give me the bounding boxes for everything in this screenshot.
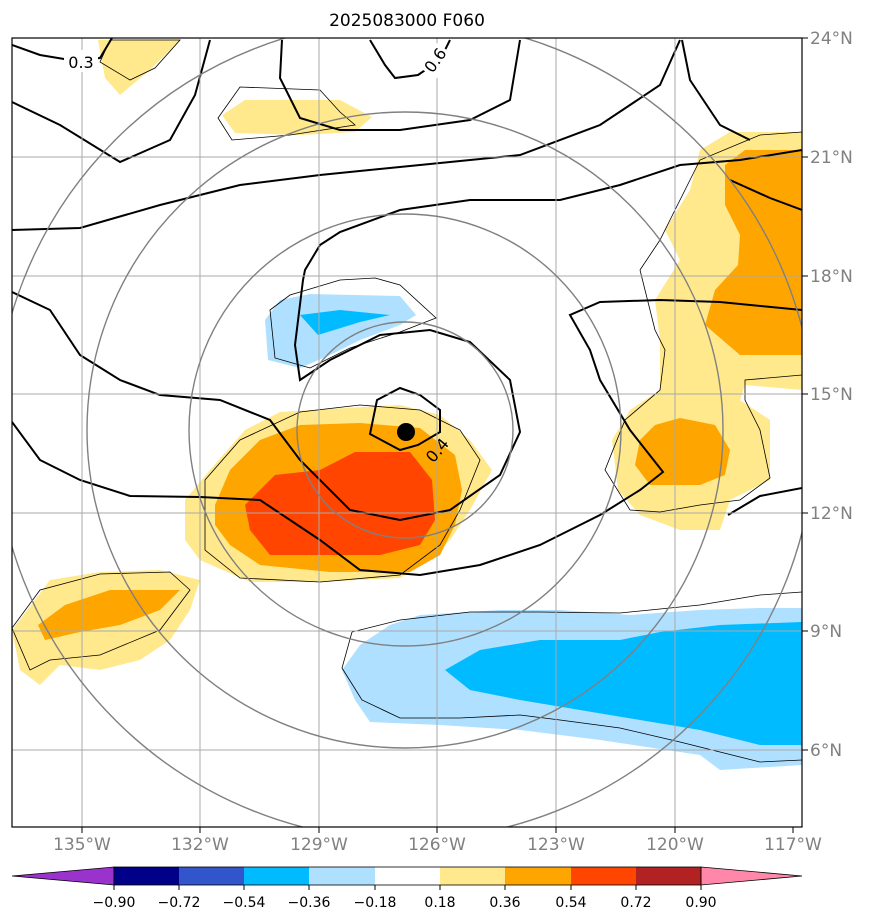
colorbar-tick-5: −0.18 bbox=[354, 895, 397, 911]
lat-lon-grid bbox=[12, 38, 802, 827]
longitude-axis: 135°W 132°W 129°W 126°W 123°W 120°W 117°… bbox=[53, 827, 822, 855]
colorbar-extend-low bbox=[11, 866, 115, 886]
lon-label-129w: 129°W bbox=[290, 835, 348, 855]
storm-center-marker bbox=[397, 423, 415, 441]
lat-label-12n: 12°N bbox=[810, 504, 853, 524]
colorbar-bin-8 bbox=[571, 867, 636, 885]
lon-label-117w: 117°W bbox=[764, 835, 822, 855]
colorbar-tick-9: 0.72 bbox=[620, 895, 651, 911]
colorbar-bin-3 bbox=[244, 867, 309, 885]
lat-label-9n: 9°N bbox=[810, 622, 842, 642]
range-rings bbox=[12, 38, 802, 827]
lat-label-24n: 24°N bbox=[810, 29, 853, 49]
thick-contours bbox=[12, 38, 802, 577]
latitude-axis: 6°N 9°N 12°N 15°N 18°N 21°N 24°N bbox=[802, 29, 853, 761]
lat-label-18n: 18°N bbox=[810, 267, 853, 287]
colorbar-tick-6: 0.18 bbox=[424, 895, 455, 911]
colorbar-bin-4 bbox=[309, 867, 375, 885]
colorbar-bin-9 bbox=[636, 867, 701, 885]
lat-label-21n: 21°N bbox=[810, 148, 853, 168]
colorbar-tick-2: −0.72 bbox=[158, 895, 201, 911]
colorbar-extend-high bbox=[700, 866, 803, 886]
contour-label-0-3: 0.3 bbox=[68, 53, 93, 72]
colorbar-tick-8: 0.54 bbox=[555, 895, 586, 911]
colorbar-bin-5 bbox=[375, 867, 440, 885]
colorbar-bin-2 bbox=[179, 867, 244, 885]
colorbar-tick-3: −0.54 bbox=[223, 895, 266, 911]
shaded-field-neg-0.54-0.36 bbox=[300, 310, 802, 745]
lon-label-126w: 126°W bbox=[408, 835, 466, 855]
map-frame bbox=[11, 37, 803, 828]
lon-label-135w: 135°W bbox=[53, 835, 111, 855]
colorbar-tick-10: 0.90 bbox=[685, 895, 716, 911]
colorbar-tick-1: −0.90 bbox=[93, 895, 136, 911]
colorbar-tick-4: −0.36 bbox=[288, 895, 331, 911]
map-panel: 0.3 0.6 0.4 bbox=[12, 38, 802, 827]
lon-label-120w: 120°W bbox=[646, 835, 704, 855]
lon-label-132w: 132°W bbox=[171, 835, 229, 855]
map-title: 2025083000 F060 bbox=[329, 11, 485, 31]
colorbar: −0.90 −0.72 −0.54 −0.36 −0.18 0.18 0.36 … bbox=[11, 866, 803, 911]
shaded-field-0.54-0.72 bbox=[245, 452, 435, 555]
colorbar-bin-1 bbox=[114, 867, 179, 885]
colorbar-tick-7: 0.36 bbox=[489, 895, 520, 911]
lat-label-6n: 6°N bbox=[810, 741, 842, 761]
lat-label-15n: 15°N bbox=[810, 385, 853, 405]
colorbar-bin-6 bbox=[440, 867, 505, 885]
colorbar-bin-7 bbox=[505, 867, 571, 885]
lon-label-123w: 123°W bbox=[527, 835, 585, 855]
